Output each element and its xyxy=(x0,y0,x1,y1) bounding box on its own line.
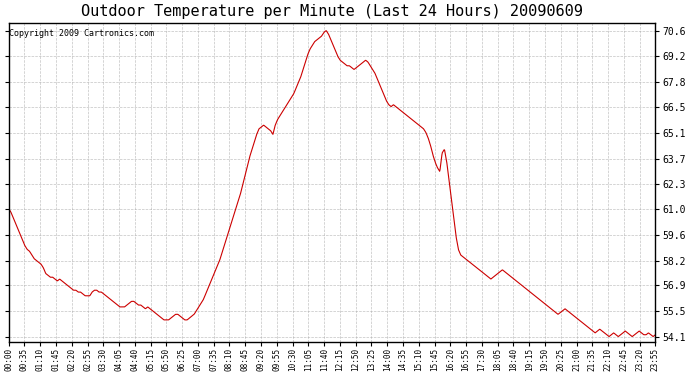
Title: Outdoor Temperature per Minute (Last 24 Hours) 20090609: Outdoor Temperature per Minute (Last 24 … xyxy=(81,4,583,19)
Text: Copyright 2009 Cartronics.com: Copyright 2009 Cartronics.com xyxy=(9,30,155,39)
